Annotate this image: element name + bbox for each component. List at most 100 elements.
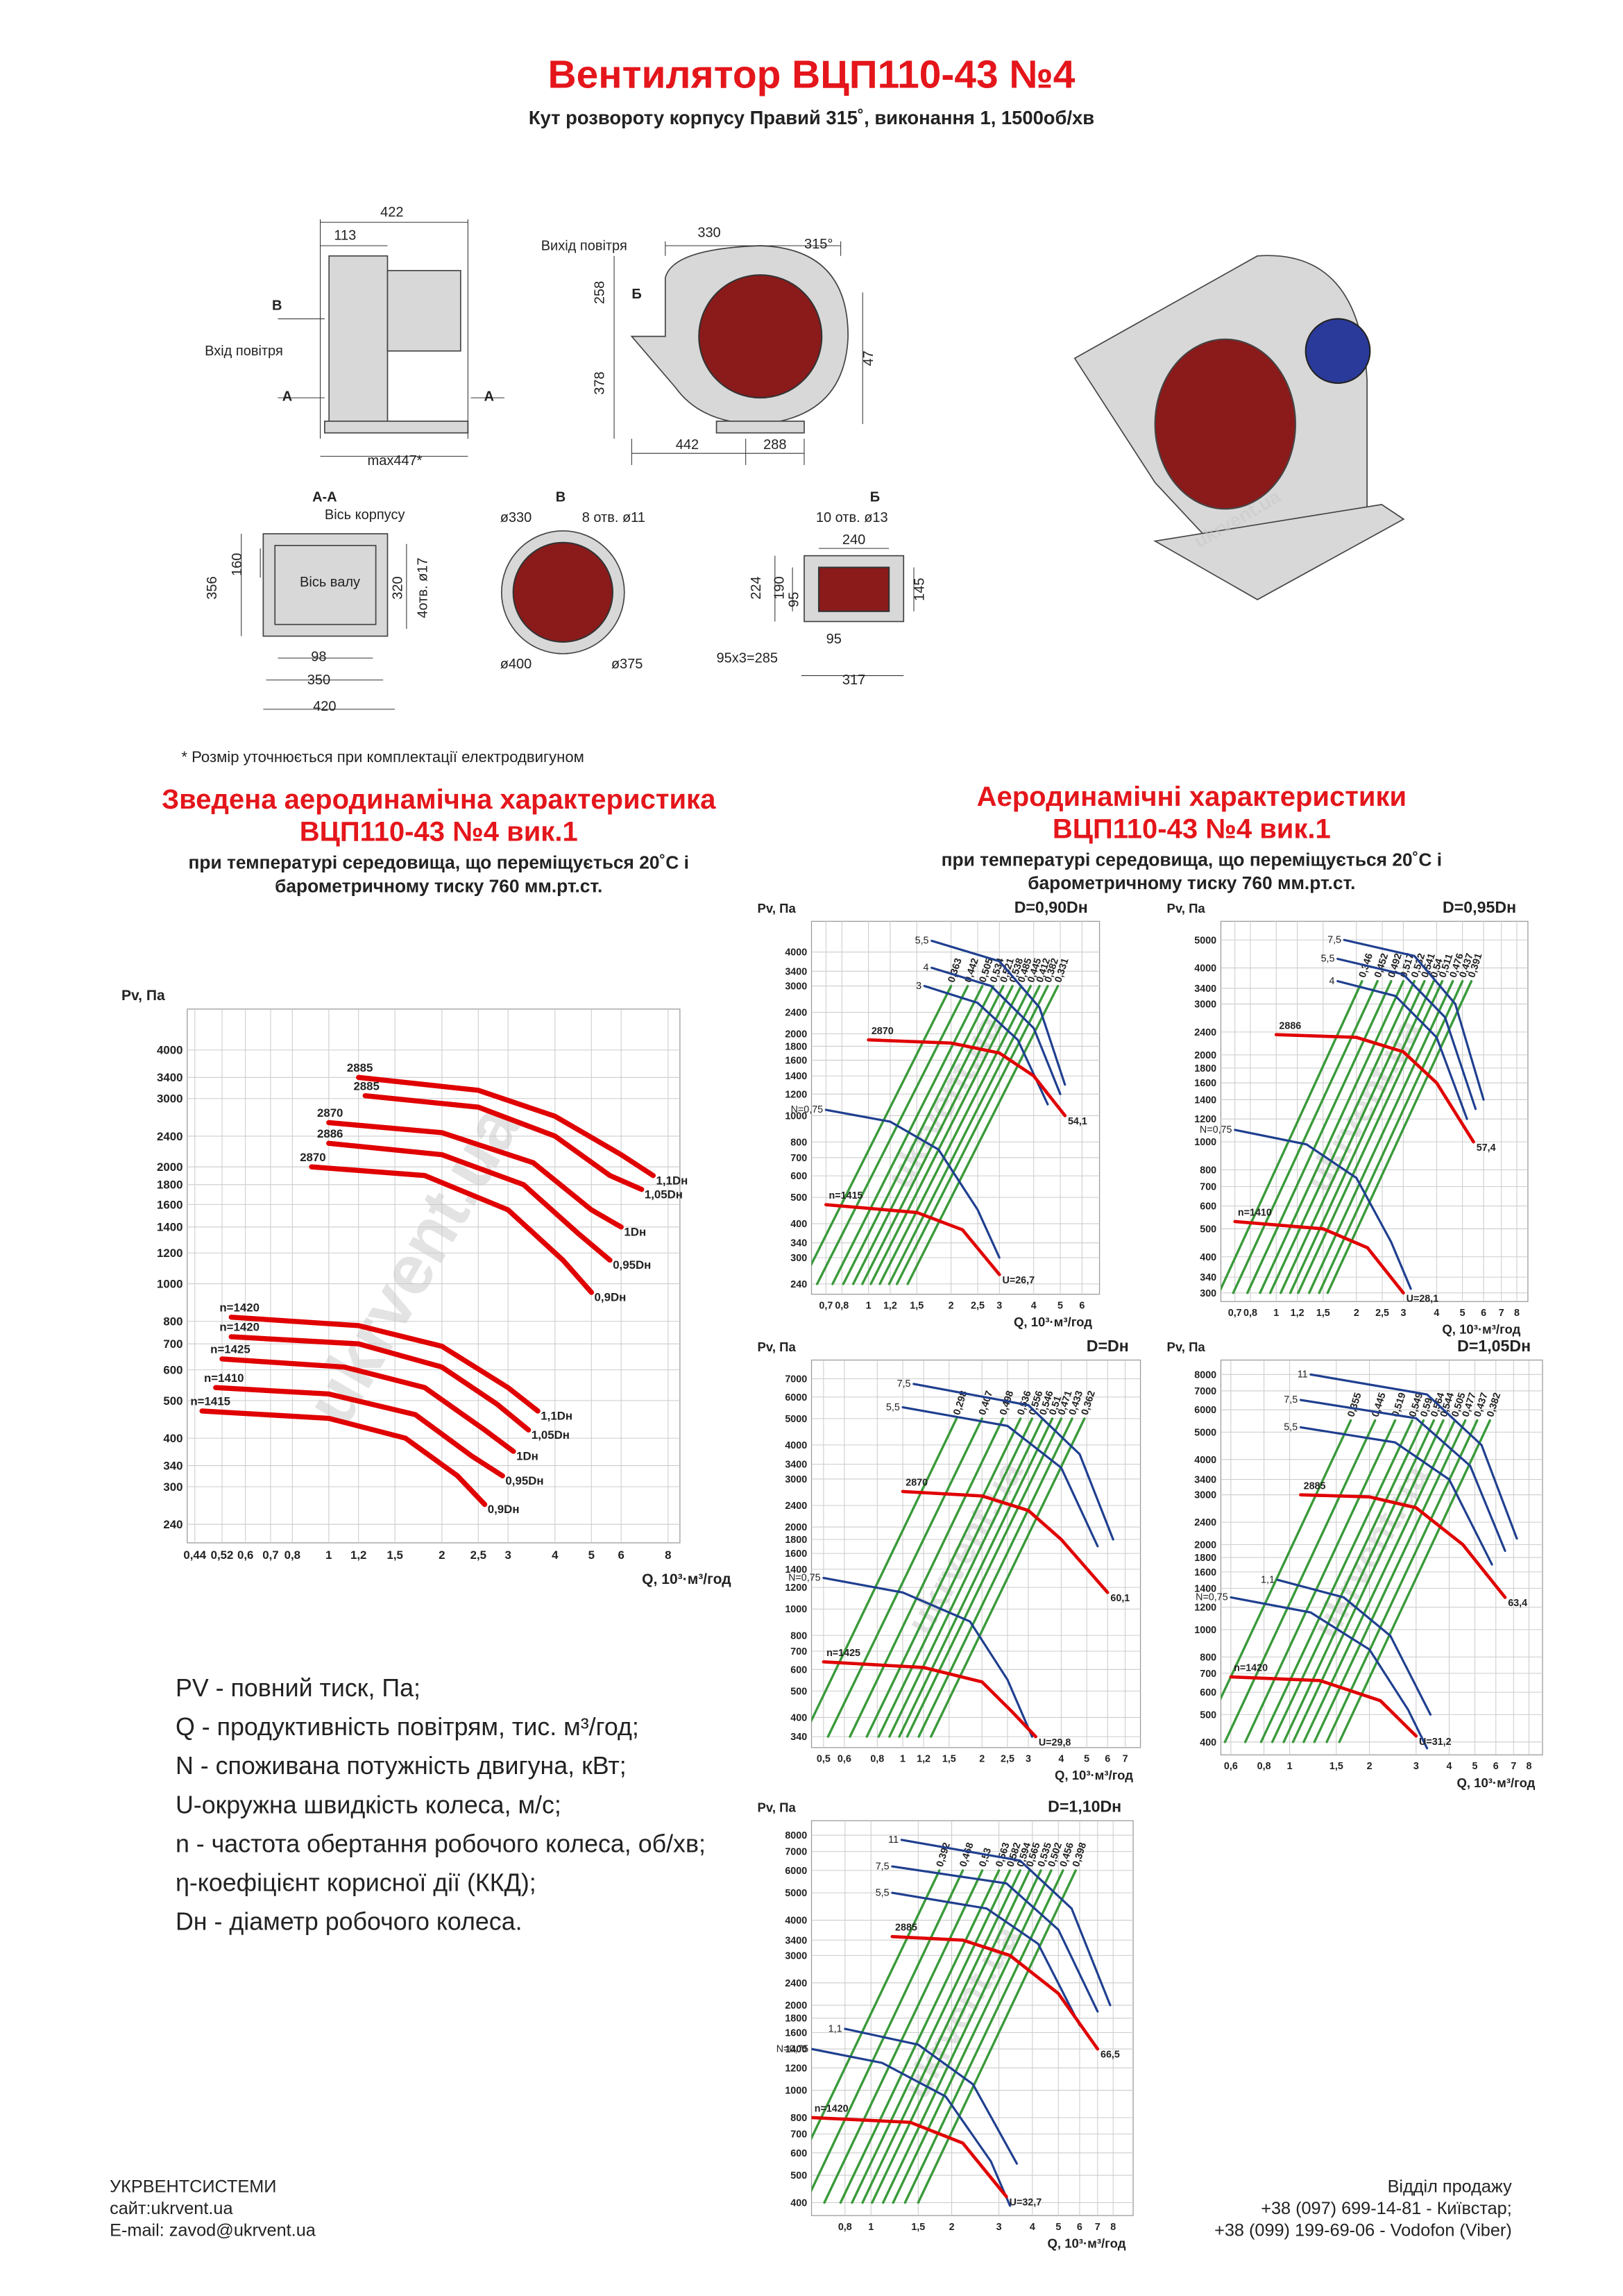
y-tick-label: 3000 bbox=[157, 1092, 182, 1106]
y-tick-label: 1400 bbox=[785, 1564, 807, 1576]
curve bbox=[1308, 979, 1454, 1294]
y-tick-label: 340 bbox=[790, 1732, 807, 1743]
dim: 350 bbox=[307, 673, 330, 688]
dim: 95 bbox=[787, 592, 802, 607]
curve bbox=[1299, 1399, 1506, 1552]
curve bbox=[1325, 1419, 1479, 1744]
curve bbox=[903, 1869, 1064, 2204]
curve bbox=[811, 984, 953, 1267]
section-mark: А bbox=[484, 389, 494, 404]
dim: 224 bbox=[749, 576, 764, 599]
curve bbox=[1280, 979, 1426, 1294]
dim: 258 bbox=[592, 281, 607, 304]
dim: 422 bbox=[380, 205, 403, 220]
curve bbox=[871, 1869, 1031, 2204]
y-tick-label: 2400 bbox=[785, 1501, 807, 1512]
y-tick-label: 1400 bbox=[1194, 1583, 1216, 1594]
curve bbox=[888, 1417, 1044, 1738]
y-tick-label: 1200 bbox=[785, 1089, 807, 1100]
curve bbox=[1282, 1419, 1436, 1744]
y-tick-label: 8000 bbox=[785, 1830, 807, 1841]
y-tick-label: 400 bbox=[790, 2198, 807, 2209]
curve bbox=[1259, 979, 1405, 1294]
curve bbox=[931, 939, 1067, 1086]
curve bbox=[869, 984, 1023, 1285]
curve-label: 7,5 bbox=[897, 1378, 911, 1390]
curve-end-label: 0,9Dн bbox=[595, 1291, 627, 1304]
chart-title: D=0,90Dн bbox=[1014, 898, 1088, 916]
dim: 442 bbox=[676, 437, 699, 453]
curve bbox=[861, 984, 1014, 1285]
y-tick-label: 500 bbox=[1200, 1710, 1216, 1721]
curve bbox=[877, 1417, 1034, 1738]
y-tick-label: 1800 bbox=[1194, 1553, 1216, 1564]
curve-label: n=1420 bbox=[219, 1301, 260, 1314]
curve bbox=[901, 1406, 1099, 1548]
y-tick-label: 1000 bbox=[785, 2086, 807, 2097]
y-tick-label: 400 bbox=[1200, 1737, 1216, 1748]
chart: 400 500 600 700 800 1000 1200 1400 1600 1800 2000 2… bbox=[1167, 1337, 1543, 1790]
x-axis-label: Q, 10³·м³/год bbox=[1456, 1775, 1535, 1790]
curve-label: N=0,75 bbox=[776, 2043, 809, 2054]
x-tick-label: 4 bbox=[1058, 1754, 1064, 1765]
view-title: Б bbox=[870, 490, 880, 505]
y-tick-label: 2000 bbox=[157, 1160, 182, 1174]
label: Вісь валу bbox=[300, 575, 360, 590]
curve-label: N=0,75 bbox=[1200, 1124, 1232, 1136]
curve bbox=[1299, 1426, 1493, 1566]
subtitle: Кут розвороту корпусу Правий 315˚, викон… bbox=[529, 107, 1094, 128]
curve bbox=[1230, 1596, 1429, 1750]
y-tick-label: 1800 bbox=[785, 1041, 807, 1052]
curve bbox=[901, 1489, 1110, 1594]
curve-end-label: 0,95Dн bbox=[613, 1258, 651, 1272]
x-tick-label: 6 bbox=[618, 1548, 624, 1562]
y-tick-label: 600 bbox=[790, 1664, 807, 1675]
y-tick-label: 2400 bbox=[785, 1008, 807, 1019]
curve bbox=[1274, 1033, 1475, 1144]
y-tick-label: 800 bbox=[790, 1137, 807, 1148]
y-tick-label: 700 bbox=[163, 1337, 182, 1351]
y-tick-label: 400 bbox=[1200, 1252, 1216, 1263]
dim: 98 bbox=[311, 649, 326, 664]
curve bbox=[826, 1417, 983, 1738]
y-tick-label: 1800 bbox=[157, 1179, 182, 1192]
x-tick-label: 1 bbox=[1273, 1308, 1279, 1319]
curve bbox=[892, 1869, 1053, 2204]
curve bbox=[1221, 979, 1363, 1292]
curve-end-label: 66,5 bbox=[1101, 2050, 1120, 2061]
y-tick-label: 500 bbox=[790, 1686, 807, 1697]
dim: 317 bbox=[842, 673, 865, 688]
curve bbox=[1299, 1493, 1507, 1599]
y-tick-label: 3000 bbox=[1194, 999, 1216, 1011]
curve bbox=[851, 1869, 1012, 2204]
chart-title: D=0,95Dн bbox=[1443, 898, 1516, 916]
y-tick-label: 3000 bbox=[785, 1474, 807, 1485]
curve bbox=[1302, 1419, 1456, 1744]
y-tick-label: 2000 bbox=[785, 1029, 807, 1040]
y-tick-label: 6000 bbox=[1194, 1405, 1216, 1416]
impeller bbox=[512, 541, 614, 643]
x-tick-label: 2 bbox=[439, 1548, 445, 1562]
curve bbox=[1223, 1419, 1377, 1744]
y-tick-label: 1800 bbox=[1194, 1063, 1216, 1074]
y-tick-label: 1600 bbox=[785, 1055, 807, 1066]
y-tick-label: 2000 bbox=[785, 1522, 807, 1533]
footer-line: Відділ продажу bbox=[1388, 2177, 1513, 2196]
curve-label: 4 bbox=[1329, 976, 1335, 987]
curve bbox=[878, 984, 1033, 1285]
dim: 420 bbox=[313, 699, 336, 714]
x-tick-label: 6 bbox=[1079, 1300, 1085, 1311]
y-tick-label: 7000 bbox=[785, 1847, 807, 1858]
y-tick-label: 8000 bbox=[1194, 1369, 1216, 1381]
section-conditions: при температурі середовища, що переміщує… bbox=[188, 852, 688, 873]
x-tick-label: 0,7 bbox=[1228, 1308, 1242, 1319]
x-tick-label: 7 bbox=[1511, 1761, 1516, 1772]
title: Вентилятор ВЦП110-43 №4 bbox=[548, 53, 1076, 96]
curve-end-label: U=31,2 bbox=[1419, 1737, 1452, 1748]
curve-label: 2870 bbox=[317, 1106, 343, 1120]
y-axis-label: Pv, Па bbox=[758, 901, 797, 915]
section-conditions: при температурі середовища, що переміщує… bbox=[942, 849, 1442, 870]
x-tick-label: 0,8 bbox=[835, 1300, 849, 1311]
x-tick-label: 0,7 bbox=[262, 1548, 278, 1562]
label: Вхід повітря bbox=[205, 344, 283, 359]
